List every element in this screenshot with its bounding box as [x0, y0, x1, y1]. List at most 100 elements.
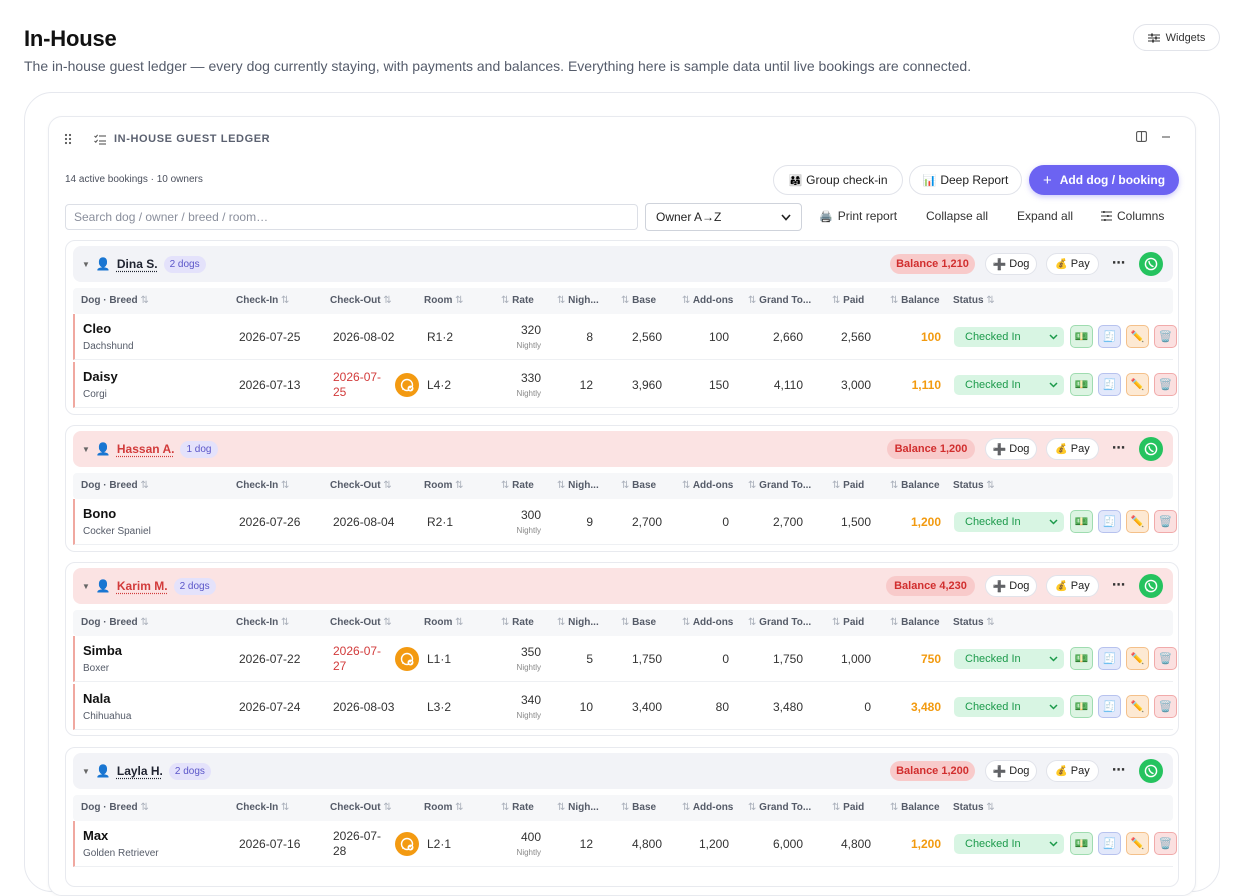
col-header-grand[interactable]: ⇅ Grand To... [748, 295, 811, 306]
dog-name[interactable]: Simba [83, 643, 122, 658]
record-payment-button[interactable]: 💵 [1070, 695, 1093, 718]
sort-icon[interactable]: ⇅ [501, 295, 509, 306]
pay-button[interactable]: 💰 Pay [1046, 575, 1099, 597]
col-header-checkin[interactable]: Check-In ⇅ [236, 295, 289, 306]
sort-icon[interactable]: ⇅ [621, 295, 629, 306]
delete-button[interactable]: 🗑️ [1154, 647, 1177, 670]
whatsapp-button[interactable] [1139, 759, 1163, 783]
record-payment-button[interactable]: 💵 [1070, 647, 1093, 670]
col-header-dog[interactable]: Dog · Breed ⇅ [81, 617, 149, 628]
record-payment-button[interactable]: 💵 [1070, 510, 1093, 533]
sort-icon[interactable]: ⇅ [748, 295, 756, 306]
col-header-status[interactable]: Status ⇅ [953, 617, 995, 628]
pay-button[interactable]: 💰 Pay [1046, 253, 1099, 275]
col-header-status[interactable]: Status ⇅ [953, 480, 995, 491]
sort-icon[interactable]: ⇅ [501, 617, 509, 628]
col-header-balance[interactable]: ⇅ Balance [890, 617, 940, 628]
search-input[interactable]: Search dog / owner / breed / room… [65, 204, 638, 230]
col-header-rate[interactable]: ⇅ Rate [501, 295, 534, 306]
sort-icon[interactable]: ⇅ [140, 802, 148, 813]
col-header-paid[interactable]: ⇅ Paid [832, 295, 864, 306]
sort-icon[interactable]: ⇅ [501, 802, 509, 813]
table-row[interactable]: Nala Chihuahua 2026-07-24 2026-08-03 L3·… [73, 684, 1173, 730]
col-header-checkin[interactable]: Check-In ⇅ [236, 617, 289, 628]
owner-row[interactable]: ▼ 👤 Hassan A. 1 dog Balance 1,200 ➕ Dog 💰… [73, 431, 1173, 467]
table-row[interactable]: Bono Cocker Spaniel 2026-07-26 2026-08-0… [73, 499, 1173, 545]
invoice-button[interactable]: 🧾 [1098, 510, 1121, 533]
owner-info[interactable]: ▼ 👤 Dina S. 2 dogs [82, 256, 206, 273]
col-header-checkin[interactable]: Check-In ⇅ [236, 802, 289, 813]
col-header-base[interactable]: ⇅ Base [621, 802, 656, 813]
sort-icon[interactable]: ⇅ [986, 617, 994, 628]
col-header-checkin[interactable]: Check-In ⇅ [236, 480, 289, 491]
invoice-button[interactable]: 🧾 [1098, 373, 1121, 396]
col-header-paid[interactable]: ⇅ Paid [832, 617, 864, 628]
col-header-nights[interactable]: ⇅ Nigh... [557, 802, 599, 813]
drag-handle-icon[interactable] [64, 133, 72, 145]
sort-icon[interactable]: ⇅ [281, 802, 289, 813]
col-header-balance[interactable]: ⇅ Balance [890, 480, 940, 491]
edit-button[interactable]: ✏️ [1126, 325, 1149, 348]
group-checkin-button[interactable]: 👨‍👩‍👧 Group check-in [773, 165, 903, 195]
col-header-grand[interactable]: ⇅ Grand To... [748, 617, 811, 628]
delete-button[interactable]: 🗑️ [1154, 325, 1177, 348]
col-header-base[interactable]: ⇅ Base [621, 617, 656, 628]
caret-down-icon[interactable]: ▼ [82, 582, 90, 591]
delete-button[interactable]: 🗑️ [1154, 373, 1177, 396]
sort-icon[interactable]: ⇅ [832, 802, 840, 813]
col-header-paid[interactable]: ⇅ Paid [832, 480, 864, 491]
whatsapp-button[interactable] [1139, 252, 1163, 276]
col-header-dog[interactable]: Dog · Breed ⇅ [81, 802, 149, 813]
sort-icon[interactable]: ⇅ [557, 617, 565, 628]
minimize-icon[interactable] [1161, 131, 1171, 142]
edit-button[interactable]: ✏️ [1126, 832, 1149, 855]
invoice-button[interactable]: 🧾 [1098, 647, 1121, 670]
col-header-grand[interactable]: ⇅ Grand To... [748, 480, 811, 491]
sort-icon[interactable]: ⇅ [621, 802, 629, 813]
record-payment-button[interactable]: 💵 [1070, 325, 1093, 348]
sort-icon[interactable]: ⇅ [383, 802, 391, 813]
sort-icon[interactable]: ⇅ [890, 295, 898, 306]
sort-icon[interactable]: ⇅ [682, 295, 690, 306]
caret-down-icon[interactable]: ▼ [82, 260, 90, 269]
sort-icon[interactable]: ⇅ [621, 480, 629, 491]
col-header-nights[interactable]: ⇅ Nigh... [557, 295, 599, 306]
due-today-icon[interactable] [395, 373, 419, 397]
col-header-checkout[interactable]: Check-Out ⇅ [330, 480, 392, 491]
sort-icon[interactable]: ⇅ [986, 295, 994, 306]
table-row[interactable]: Cleo Dachshund 2026-07-25 2026-08-02 R1·… [73, 314, 1173, 360]
add-dog-button[interactable]: ➕ Dog [985, 253, 1037, 275]
sort-icon[interactable]: ⇅ [621, 617, 629, 628]
col-header-base[interactable]: ⇅ Base [621, 295, 656, 306]
col-header-nights[interactable]: ⇅ Nigh... [557, 480, 599, 491]
record-payment-button[interactable]: 💵 [1070, 373, 1093, 396]
caret-down-icon[interactable]: ▼ [82, 767, 90, 776]
sort-icon[interactable]: ⇅ [557, 480, 565, 491]
col-header-dog[interactable]: Dog · Breed ⇅ [81, 480, 149, 491]
sort-icon[interactable]: ⇅ [140, 295, 148, 306]
print-report-button[interactable]: 🖨️ Print report [819, 209, 897, 223]
sort-icon[interactable]: ⇅ [557, 295, 565, 306]
record-payment-button[interactable]: 💵 [1070, 832, 1093, 855]
due-today-icon[interactable] [395, 647, 419, 671]
due-today-icon[interactable] [395, 832, 419, 856]
col-header-status[interactable]: Status ⇅ [953, 802, 995, 813]
sort-icon[interactable]: ⇅ [748, 480, 756, 491]
sort-icon[interactable]: ⇅ [682, 802, 690, 813]
col-header-paid[interactable]: ⇅ Paid [832, 802, 864, 813]
owner-name[interactable]: Dina S. [117, 257, 158, 271]
col-header-room[interactable]: Room ⇅ [424, 480, 464, 491]
col-header-balance[interactable]: ⇅ Balance [890, 802, 940, 813]
dog-name[interactable]: Bono [83, 506, 116, 521]
sort-icon[interactable]: ⇅ [748, 617, 756, 628]
delete-button[interactable]: 🗑️ [1154, 510, 1177, 533]
sort-icon[interactable]: ⇅ [455, 295, 463, 306]
sort-icon[interactable]: ⇅ [832, 617, 840, 628]
dog-name[interactable]: Max [83, 828, 108, 843]
table-row[interactable]: Simba Boxer 2026-07-22 2026-07- 27 L1·1 3… [73, 636, 1173, 682]
pay-button[interactable]: 💰 Pay [1046, 438, 1099, 460]
col-header-balance[interactable]: ⇅ Balance [890, 295, 940, 306]
sort-icon[interactable]: ⇅ [140, 480, 148, 491]
status-select[interactable]: Checked In [954, 512, 1064, 532]
dog-name[interactable]: Daisy [83, 369, 118, 384]
